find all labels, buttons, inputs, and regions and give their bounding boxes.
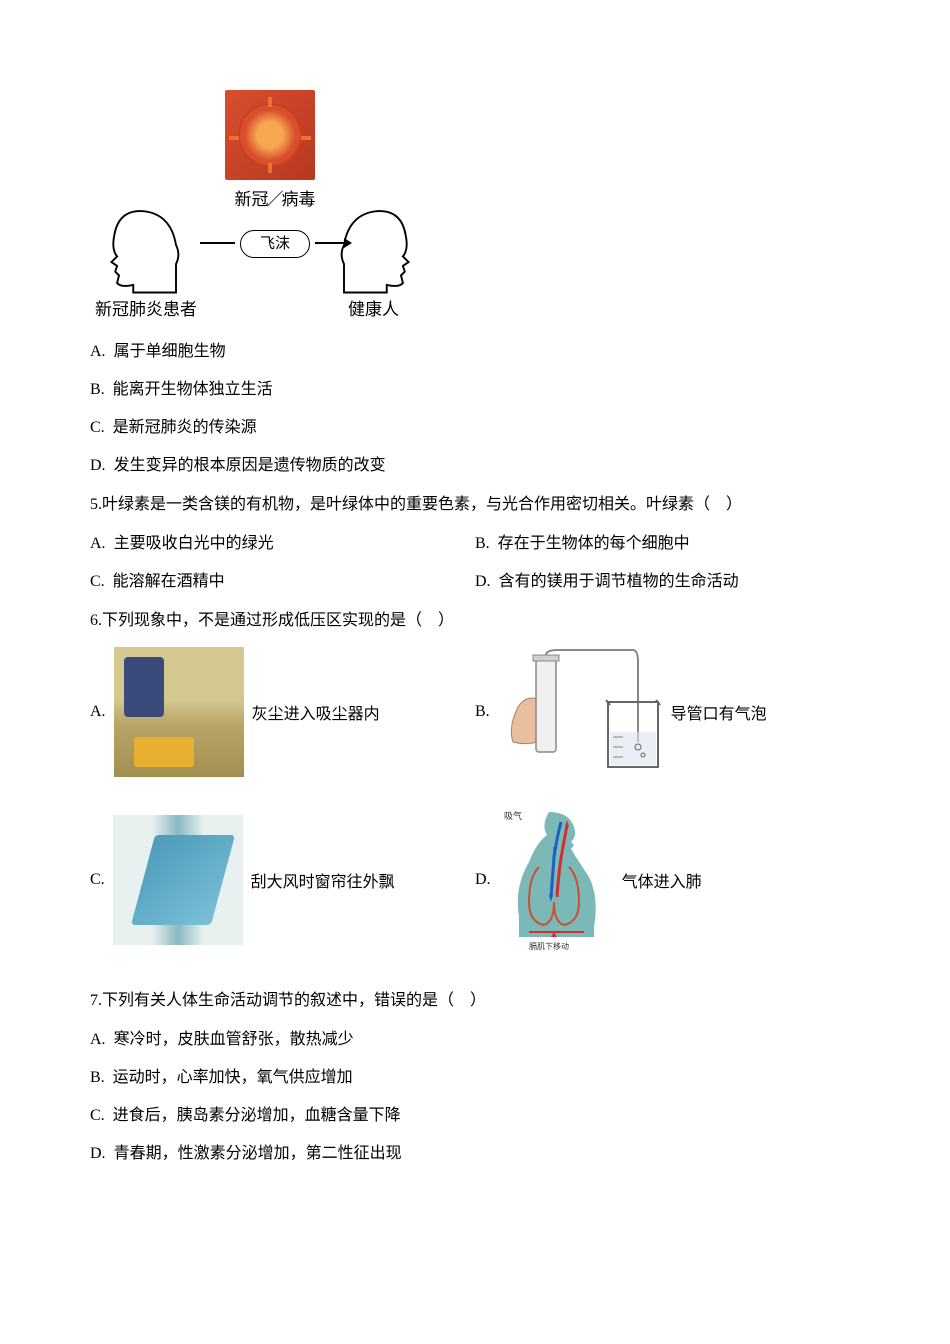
- option-text: 青春期，性激素分泌增加，第二性征出现: [114, 1145, 402, 1162]
- vacuum-image: [114, 647, 244, 777]
- option-letter: C.: [90, 1107, 105, 1124]
- option-letter: A.: [90, 1031, 106, 1048]
- option-letter: B.: [90, 381, 105, 398]
- q5-option-a: A. 主要吸收白光中的绿光: [90, 532, 475, 556]
- option-text: 灰尘进入吸尘器内: [252, 700, 380, 724]
- question-number: 6.: [90, 612, 102, 629]
- q6-option-a: A. 灰尘进入吸尘器内: [90, 647, 475, 777]
- patient-label: 新冠肺炎患者: [95, 295, 197, 320]
- q7-option-a: A. 寒冷时，皮肤血管舒张，散热减少: [90, 1028, 860, 1052]
- q6-option-b: B. 导管口有气泡: [475, 647, 860, 777]
- q4-option-c: C. 是新冠肺炎的传染源: [90, 416, 860, 440]
- option-letter: B.: [90, 1069, 105, 1086]
- option-letter: C.: [90, 871, 105, 889]
- healthy-head-icon: [325, 195, 420, 295]
- diaphragm-label: 膈肌下移动: [529, 941, 569, 951]
- option-letter: D.: [90, 1145, 106, 1162]
- q4-option-a: A. 属于单细胞生物: [90, 340, 860, 364]
- q4-option-b: B. 能离开生物体独立生活: [90, 378, 860, 402]
- arrow-left: [200, 242, 235, 244]
- virus-label: 新冠／病毒: [225, 185, 325, 210]
- option-text: 进食后，胰岛素分泌增加，血糖含量下降: [113, 1107, 401, 1124]
- arrow-right: [315, 242, 350, 244]
- virus-label-left: 新冠: [235, 190, 269, 209]
- droplet-label: 飞沫: [240, 230, 310, 258]
- inhale-label: 吸气: [504, 810, 522, 821]
- healthy-label: 健康人: [348, 295, 399, 320]
- virus-image: [225, 90, 315, 180]
- option-letter: D.: [475, 871, 491, 889]
- q5-option-b: B. 存在于生物体的每个细胞中: [475, 532, 860, 556]
- q5-option-c: C. 能溶解在酒精中: [90, 570, 475, 594]
- option-letter: C.: [90, 419, 105, 436]
- virus-label-right: 病毒: [282, 190, 316, 209]
- option-text: 存在于生物体的每个细胞中: [498, 535, 690, 552]
- question-number: 5.: [90, 496, 102, 513]
- option-letter: D.: [90, 457, 106, 474]
- option-text: 运动时，心率加快，氧气供应增加: [113, 1069, 353, 1086]
- option-text: 寒冷时，皮肤血管舒张，散热减少: [114, 1031, 354, 1048]
- option-text: 能溶解在酒精中: [113, 573, 225, 590]
- virus-transmission-diagram: 新冠／病毒 飞沫 新冠肺炎患者 健康人: [100, 90, 430, 320]
- option-text: 主要吸收白光中的绿光: [114, 535, 274, 552]
- question-text: 下列有关人体生命活动调节的叙述中，错误的是（ ）: [102, 992, 486, 1009]
- q7-option-c: C. 进食后，胰岛素分泌增加，血糖含量下降: [90, 1104, 860, 1128]
- option-text: 气体进入肺: [622, 868, 702, 892]
- patient-head-icon: [100, 195, 195, 295]
- question-text: 叶绿素是一类含镁的有机物，是叶绿体中的重要色素，与光合作用密切相关。叶绿素（ ）: [102, 496, 742, 513]
- question-number: 7.: [90, 992, 102, 1009]
- q7-option-d: D. 青春期，性激素分泌增加，第二性征出现: [90, 1142, 860, 1166]
- q6-option-c: C. 刮大风时窗帘往外飘: [90, 815, 475, 945]
- option-text: 是新冠肺炎的传染源: [113, 419, 257, 436]
- option-letter: A.: [90, 703, 106, 721]
- question-text: 下列现象中，不是通过形成低压区实现的是（ ）: [102, 612, 454, 629]
- q5-stem: 5.叶绿素是一类含镁的有机物，是叶绿体中的重要色素，与光合作用密切相关。叶绿素（…: [90, 492, 860, 518]
- option-letter: B.: [475, 703, 490, 721]
- option-text: 刮大风时窗帘往外飘: [251, 868, 395, 892]
- option-letter: A.: [90, 343, 106, 360]
- q7-stem: 7.下列有关人体生命活动调节的叙述中，错误的是（ ）: [90, 988, 860, 1014]
- option-text: 能离开生物体独立生活: [113, 381, 273, 398]
- option-text: 导管口有气泡: [671, 700, 767, 724]
- option-text: 含有的镁用于调节植物的生命活动: [499, 573, 739, 590]
- q4-option-d: D. 发生变异的根本原因是遗传物质的改变: [90, 454, 860, 478]
- option-letter: D.: [475, 573, 491, 590]
- test-tube-image: [498, 647, 663, 777]
- option-text: 属于单细胞生物: [114, 343, 226, 360]
- q7-option-b: B. 运动时，心率加快，氧气供应增加: [90, 1066, 860, 1090]
- q6-option-d: D. 吸气 膈肌下移动 气体进入肺: [475, 807, 860, 952]
- option-letter: A.: [90, 535, 106, 552]
- curtain-image: [113, 815, 243, 945]
- option-letter: B.: [475, 535, 490, 552]
- option-letter: C.: [90, 573, 105, 590]
- option-text: 发生变异的根本原因是遗传物质的改变: [114, 457, 386, 474]
- breathing-image: 吸气 膈肌下移动: [499, 807, 614, 952]
- q6-stem: 6.下列现象中，不是通过形成低压区实现的是（ ）: [90, 608, 860, 634]
- q5-option-d: D. 含有的镁用于调节植物的生命活动: [475, 570, 860, 594]
